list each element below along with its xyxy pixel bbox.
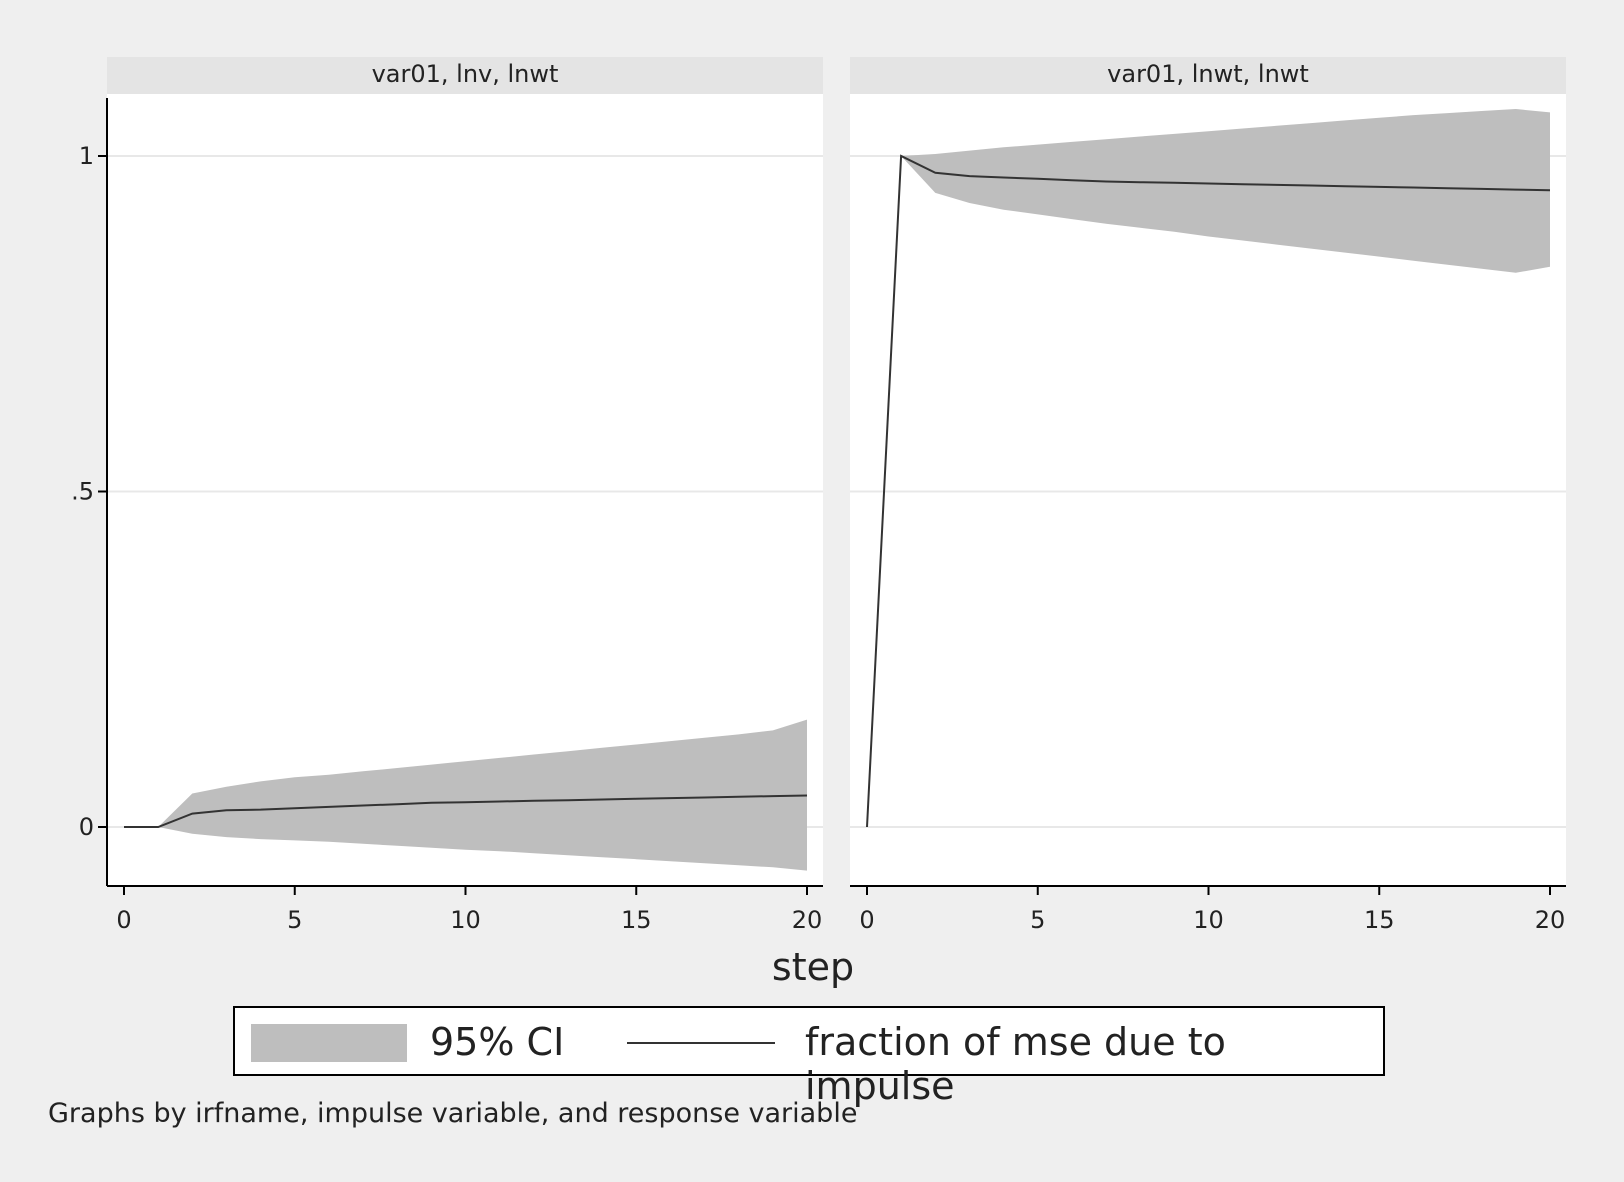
ci-band [124, 719, 807, 871]
series-line [124, 794, 808, 828]
x-tick-label: 20 [792, 906, 823, 934]
x-tick-label: 0 [116, 906, 131, 934]
x-axis-title: step [772, 945, 854, 989]
footnote: Graphs by irfname, impulse variable, and… [48, 1098, 858, 1129]
x-tick-label: 5 [1030, 906, 1045, 934]
legend-line-label: fraction of mse due to impulse [805, 1020, 1226, 1108]
legend-line-sample [627, 1042, 775, 1044]
x-tick-label: 15 [621, 906, 652, 934]
x-tick-label: 10 [450, 906, 481, 934]
legend-ci-label: 95% CI [430, 1020, 565, 1064]
legend-ci-swatch [251, 1024, 407, 1062]
y-tick-label: .5 [71, 478, 94, 506]
x-tick-label: 0 [859, 906, 874, 934]
x-tick-label: 20 [1535, 906, 1566, 934]
x-tick-label: 15 [1364, 906, 1395, 934]
panel-2-title: var01, lnwt, lnwt [1107, 60, 1309, 88]
panel-1-title: var01, lnv, lnwt [372, 60, 559, 88]
panel-2-title-strip [850, 57, 1566, 94]
legend: 95% CI fraction of mse due to impulse [233, 1006, 1385, 1108]
ci-band [867, 109, 1550, 827]
y-tick-label: 1 [79, 142, 94, 170]
series-line [866, 154, 1551, 828]
x-tick-label: 5 [287, 906, 302, 934]
x-tick-label: 10 [1193, 906, 1224, 934]
panel-1-title-strip [107, 57, 823, 94]
y-tick-label: 0 [79, 813, 94, 841]
